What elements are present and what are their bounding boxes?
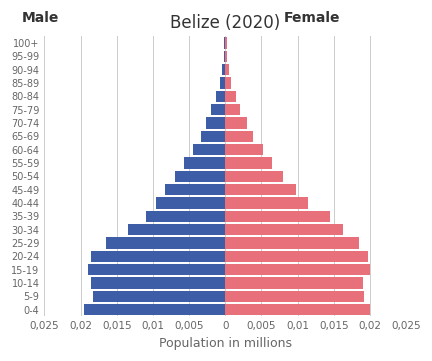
Bar xyxy=(206,117,225,129)
Bar xyxy=(225,104,240,115)
Bar xyxy=(225,224,343,235)
Text: Male: Male xyxy=(21,11,59,25)
Bar xyxy=(165,184,225,195)
Bar xyxy=(225,157,272,169)
Bar xyxy=(225,64,229,75)
Bar xyxy=(225,264,370,275)
Bar xyxy=(225,238,359,249)
Bar xyxy=(156,197,225,209)
Bar xyxy=(225,117,247,129)
Bar xyxy=(84,304,225,316)
Bar xyxy=(225,171,283,182)
Bar xyxy=(222,64,225,75)
Bar xyxy=(92,278,225,289)
Bar xyxy=(146,211,225,222)
Bar xyxy=(225,211,330,222)
Bar xyxy=(216,91,225,102)
Bar xyxy=(225,91,236,102)
Bar xyxy=(93,291,225,302)
Bar xyxy=(225,37,227,49)
Bar xyxy=(225,251,368,262)
Bar xyxy=(225,77,231,88)
Bar xyxy=(200,131,225,142)
Bar xyxy=(225,291,364,302)
Bar xyxy=(225,51,227,62)
Bar xyxy=(220,77,225,88)
Title: Belize (2020): Belize (2020) xyxy=(170,14,280,32)
Bar xyxy=(175,171,225,182)
Bar xyxy=(194,144,225,155)
Bar xyxy=(225,144,263,155)
Bar xyxy=(184,157,225,169)
Bar xyxy=(212,104,225,115)
Bar xyxy=(224,51,225,62)
Bar xyxy=(225,304,370,316)
Text: Female: Female xyxy=(284,11,340,25)
Bar xyxy=(88,264,225,275)
Bar xyxy=(106,238,225,249)
Bar xyxy=(225,278,363,289)
X-axis label: Population in millions: Population in millions xyxy=(159,337,292,350)
Bar xyxy=(225,131,253,142)
Bar xyxy=(92,251,225,262)
Bar xyxy=(225,184,296,195)
Bar xyxy=(127,224,225,235)
Bar xyxy=(225,197,308,209)
